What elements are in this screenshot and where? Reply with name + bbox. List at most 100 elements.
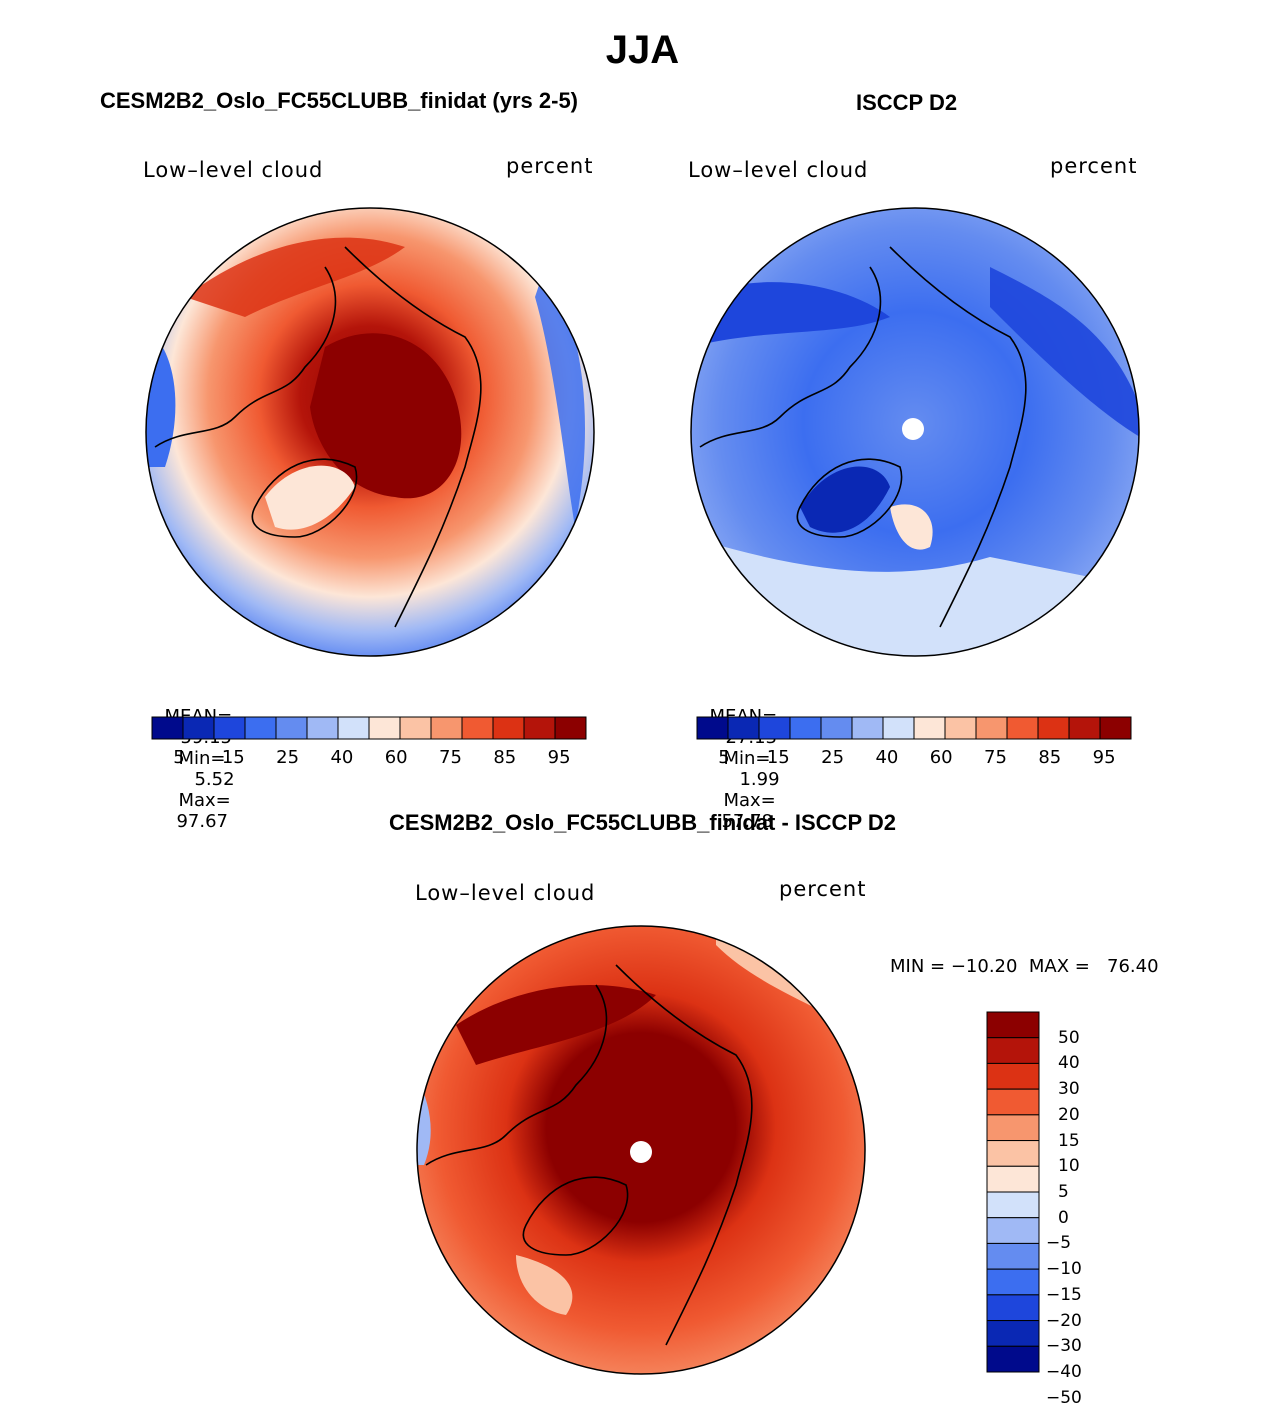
model-units-label: percent: [506, 154, 594, 178]
diff-colorbar-box: [986, 1217, 1040, 1244]
model-min-label: Min=: [178, 748, 226, 769]
obs-map-border: [690, 207, 1140, 657]
obs-east-dark-band: [990, 267, 1139, 437]
colorbar-box: [851, 716, 884, 740]
model-polar-map: [145, 207, 595, 657]
colorbar-box: [151, 716, 184, 740]
diff-colorbar-box: [986, 1294, 1040, 1322]
diff-polar-map: [416, 925, 866, 1375]
diff-colorbar-box: [986, 1268, 1040, 1296]
obs-units-label: percent: [1050, 154, 1138, 178]
colorbar-box: [337, 716, 370, 740]
colorbar-tick-label: 75: [439, 747, 462, 768]
diff-colorbar-box: [986, 1140, 1040, 1167]
diff-colorbar-box: [986, 1011, 1040, 1039]
obs-min-label: Min=: [723, 748, 771, 769]
colorbar-box: [554, 716, 587, 740]
colorbar-box: [727, 716, 760, 740]
colorbar-tick-label: 5: [718, 747, 730, 768]
model-greenland-low-region: [265, 465, 355, 530]
obs-variable-label: Low–level cloud: [688, 158, 869, 182]
colorbar-tick-label: 5: [173, 747, 185, 768]
diff-colorbar-tick-label: 20: [1058, 1104, 1080, 1125]
colorbar-box: [430, 716, 463, 740]
colorbar-box: [758, 716, 791, 740]
diff-pole-hole: [630, 1141, 652, 1163]
diff-coastline-2: [522, 1176, 629, 1256]
diff-colorbar: [986, 1011, 1040, 1373]
colorbar-tick-label: 25: [821, 747, 845, 768]
page-title: JJA: [605, 28, 680, 72]
colorbar-box: [275, 716, 308, 740]
diff-colorbar-tick-label: −20: [1046, 1310, 1082, 1331]
obs-min-value: 1.99: [739, 769, 780, 790]
colorbar-box: [975, 716, 1008, 740]
colorbar-tick-label: 40: [875, 747, 899, 768]
colorbar-tick-label: 95: [1092, 747, 1116, 768]
obs-max-value: 57.78: [721, 811, 773, 832]
diff-colorbar-tick-label: 0: [1058, 1207, 1069, 1228]
colorbar-box: [820, 716, 853, 740]
diff-map-border: [416, 925, 866, 1375]
diff-colorbar-box: [986, 1345, 1040, 1373]
model-high-cloud-region: [310, 333, 462, 499]
diff-panel-heading: CESM2B2_Oslo_FC55CLUBB_finidat - ISCCP D…: [389, 810, 896, 835]
colorbar-box: [213, 716, 246, 740]
diff-colorbar-tick-label: 50: [1058, 1027, 1080, 1048]
colorbar-box: [882, 716, 915, 740]
model-map-border: [145, 207, 595, 657]
diff-coastline-3: [615, 964, 753, 1346]
model-colorbar: [151, 716, 587, 740]
colorbar-tick-label: 15: [766, 747, 790, 768]
colorbar-box: [944, 716, 977, 740]
diff-colorbar-box: [986, 1114, 1040, 1142]
diff-variable-label: Low–level cloud: [415, 881, 596, 905]
colorbar-box: [306, 716, 339, 740]
diff-colorbar-tick-label: 40: [1058, 1053, 1080, 1074]
obs-panel-heading: ISCCP D2: [856, 90, 958, 115]
diff-colorbar-box: [986, 1165, 1040, 1193]
colorbar-box: [1006, 716, 1039, 740]
colorbar-box: [244, 716, 277, 740]
colorbar-tick-label: 60: [384, 747, 408, 768]
colorbar-box: [461, 716, 494, 740]
diff-southwest-light-region: [516, 1255, 573, 1315]
diff-colorbar-box: [986, 1242, 1040, 1270]
model-variable-label: Low–level cloud: [143, 158, 324, 182]
diff-colorbar-tick-label: −10: [1046, 1259, 1082, 1280]
colorbar-tick-label: 40: [330, 747, 354, 768]
diff-colorbar-tick-label: −15: [1046, 1284, 1082, 1305]
diff-coastline-1: [425, 984, 608, 1166]
diff-colorbar-box: [986, 1191, 1040, 1219]
model-max-label: Max=: [178, 790, 231, 811]
colorbar-tick-label: 85: [1038, 747, 1062, 768]
obs-coastline-1: [699, 266, 882, 448]
diff-units-label: percent: [779, 877, 867, 901]
model-coastline-1: [154, 266, 337, 448]
model-pacific-band: [185, 237, 405, 317]
colorbar-tick-label: 95: [547, 747, 571, 768]
diff-colorbar-box: [986, 1320, 1040, 1347]
diff-colorbar-box: [986, 1088, 1040, 1116]
diff-colorbar-tick-label: 30: [1058, 1079, 1080, 1100]
diff-colorbar-box: [986, 1037, 1040, 1064]
model-coastline-2: [251, 458, 358, 538]
colorbar-box: [1037, 716, 1070, 740]
colorbar-tick-label: 85: [493, 747, 517, 768]
model-min-value: 5.52: [194, 769, 235, 790]
diff-colorbar-tick-label: −5: [1046, 1233, 1072, 1254]
colorbar-box: [789, 716, 822, 740]
colorbar-tick-label: 60: [929, 747, 953, 768]
colorbar-box: [1068, 716, 1101, 740]
diff-range-text: MIN = −10.20 MAX = 76.40: [890, 956, 1159, 977]
colorbar-tick-label: 15: [221, 747, 245, 768]
colorbar-tick-label: 75: [984, 747, 1007, 768]
diff-colorbar-box: [986, 1062, 1040, 1090]
diff-colorbar-tick-label: −30: [1046, 1336, 1082, 1357]
obs-colorbar: [696, 716, 1132, 740]
diff-colorbar-tick-label: 5: [1058, 1182, 1069, 1202]
colorbar-box: [913, 716, 946, 740]
obs-coastline-3: [889, 246, 1027, 628]
colorbar-tick-label: 25: [276, 747, 300, 768]
diff-colorbar-tick-label: −40: [1046, 1362, 1082, 1382]
